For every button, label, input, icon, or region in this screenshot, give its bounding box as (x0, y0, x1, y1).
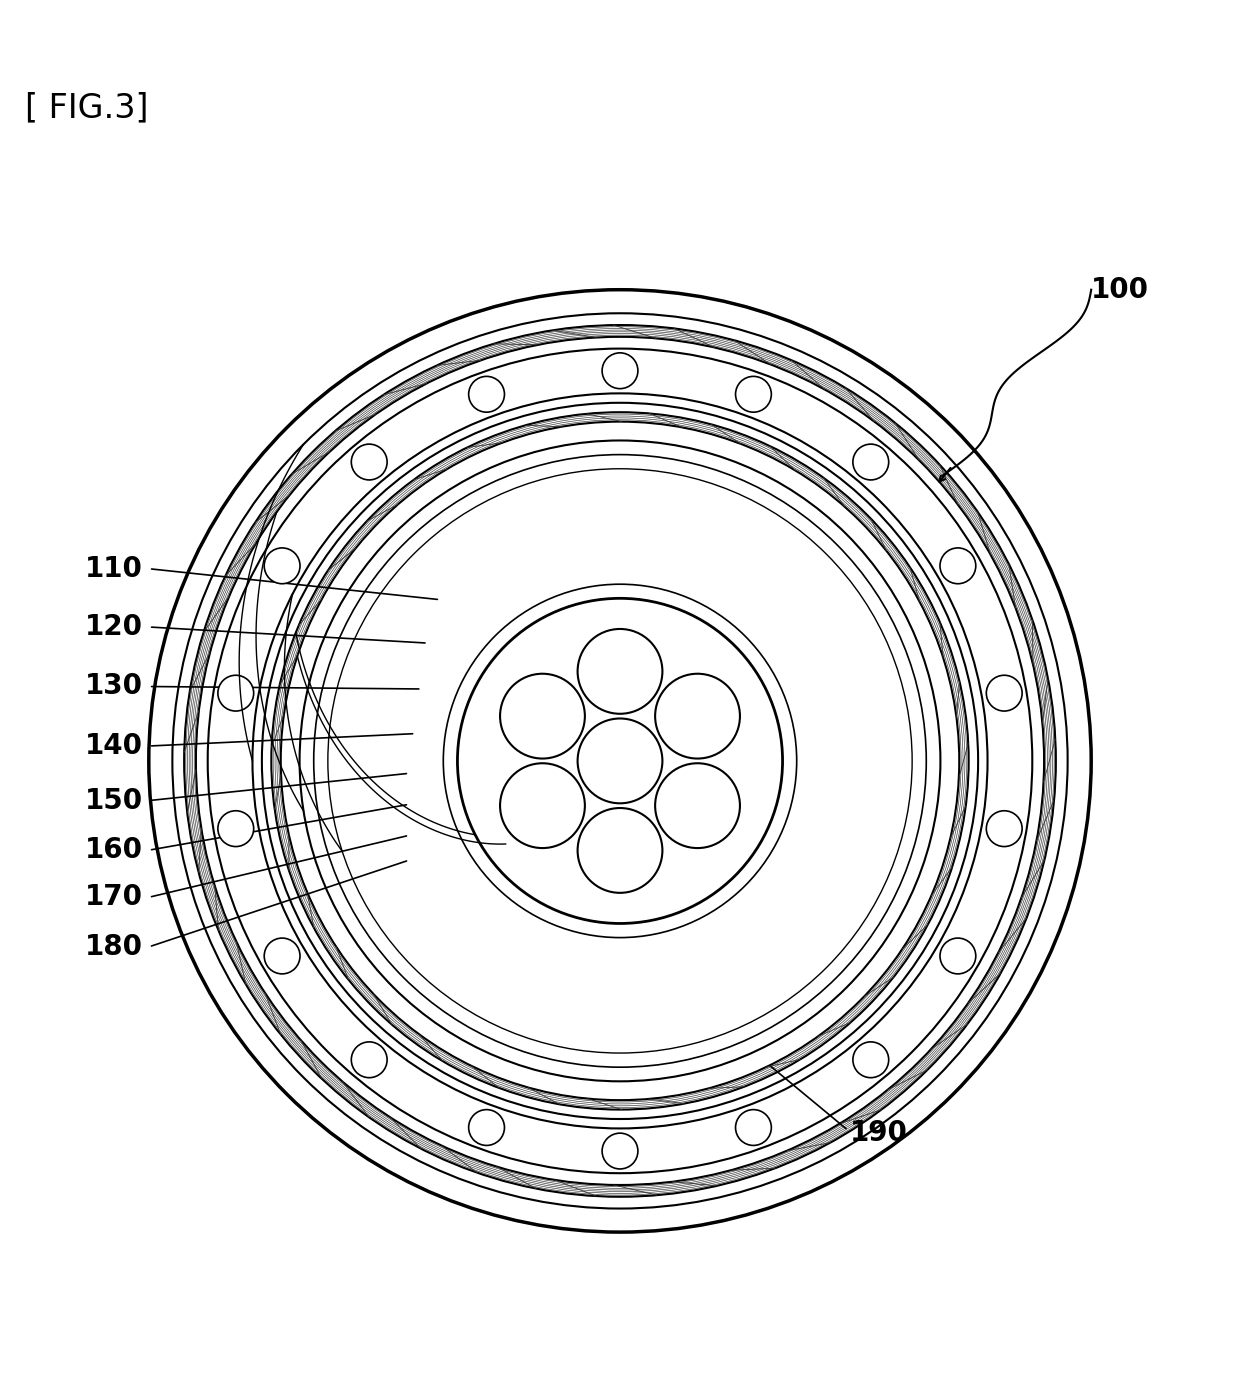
Circle shape (469, 1109, 505, 1145)
Text: 120: 120 (84, 612, 143, 641)
Circle shape (469, 376, 505, 412)
Text: 140: 140 (84, 732, 143, 761)
Circle shape (218, 810, 254, 847)
Circle shape (853, 1042, 889, 1078)
Circle shape (500, 674, 585, 758)
Circle shape (603, 353, 637, 389)
Circle shape (264, 548, 300, 584)
Circle shape (986, 676, 1022, 711)
Circle shape (655, 674, 740, 758)
Circle shape (853, 443, 889, 481)
Circle shape (351, 1042, 387, 1078)
Circle shape (603, 1133, 637, 1168)
Circle shape (500, 763, 585, 849)
Circle shape (986, 810, 1022, 847)
Text: 130: 130 (84, 673, 143, 700)
Text: 150: 150 (84, 787, 143, 814)
Circle shape (655, 763, 740, 849)
Text: 170: 170 (84, 883, 143, 912)
Text: 180: 180 (84, 932, 143, 961)
Circle shape (218, 676, 254, 711)
Circle shape (940, 548, 976, 584)
Circle shape (578, 629, 662, 714)
Text: 110: 110 (84, 555, 143, 582)
Circle shape (351, 443, 387, 481)
Circle shape (578, 809, 662, 892)
Circle shape (264, 938, 300, 973)
Text: 190: 190 (849, 1119, 908, 1146)
Circle shape (940, 938, 976, 973)
Circle shape (735, 376, 771, 412)
Text: [ FIG.3]: [ FIG.3] (25, 91, 149, 125)
Text: 100: 100 (1091, 276, 1149, 303)
Circle shape (578, 718, 662, 803)
Circle shape (735, 1109, 771, 1145)
Text: 160: 160 (84, 836, 143, 864)
